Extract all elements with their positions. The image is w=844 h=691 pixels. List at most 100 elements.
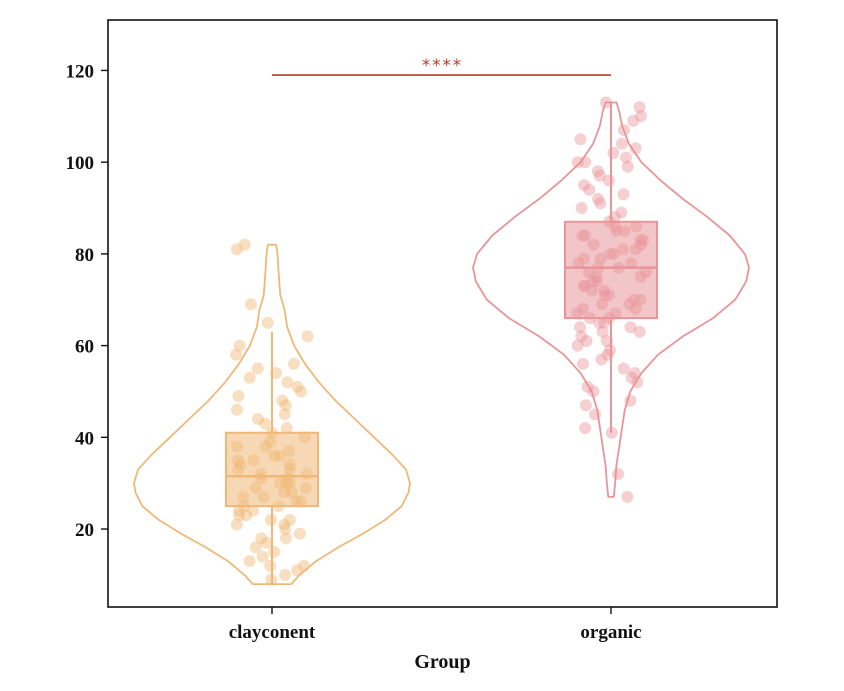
data-point [621, 160, 634, 173]
data-point [617, 362, 630, 375]
data-point [571, 339, 584, 352]
data-point [291, 564, 304, 577]
y-tick-label: 40 [75, 428, 94, 449]
iqr-box [225, 431, 319, 508]
data-point [278, 408, 291, 421]
data-point [232, 390, 245, 402]
data-point [243, 371, 256, 384]
data-point [633, 325, 646, 338]
data-point [593, 316, 606, 329]
data-point [612, 468, 624, 480]
data-point [624, 394, 637, 407]
data-point [620, 151, 632, 164]
data-point [607, 147, 620, 159]
data-point [592, 192, 604, 205]
data-point [579, 156, 592, 169]
data-point [298, 559, 310, 572]
data-point [268, 546, 281, 558]
data-point [583, 183, 596, 196]
data-point [283, 513, 296, 526]
data-point [259, 417, 272, 430]
significance-label: **** [421, 56, 462, 76]
data-point [264, 513, 277, 526]
data-point [598, 316, 611, 329]
data-point [279, 523, 292, 535]
data-point [615, 137, 628, 150]
data-point [279, 399, 292, 412]
data-point [600, 335, 613, 347]
data-point [587, 385, 600, 398]
data-point [231, 403, 243, 416]
data-point [301, 330, 314, 343]
data-point [617, 188, 630, 201]
violin-group-organic [472, 96, 750, 503]
data-point [233, 339, 246, 352]
data-point [629, 142, 642, 155]
data-point [571, 156, 584, 169]
y-tick-label: 60 [75, 337, 94, 358]
data-point [617, 124, 630, 137]
y-tick-label: 20 [75, 520, 94, 541]
data-point [247, 504, 260, 517]
data-point [233, 504, 245, 517]
data-point [593, 169, 606, 182]
data-point [579, 399, 592, 412]
iqr-box [564, 220, 658, 320]
x-axis-title: Group [414, 651, 470, 673]
data-point [252, 413, 264, 425]
data-point [575, 330, 588, 343]
data-point [631, 376, 644, 389]
data-point [233, 509, 246, 522]
y-tick-label: 80 [75, 245, 94, 266]
data-point [595, 353, 608, 366]
x-tick-label-clayconent: clayconent [229, 622, 316, 643]
data-point [230, 243, 243, 256]
data-point [577, 357, 589, 370]
data-point [589, 408, 601, 421]
data-point [280, 422, 293, 435]
data-point [574, 321, 587, 334]
data-point [251, 362, 264, 375]
data-point [594, 197, 607, 210]
data-point [264, 559, 277, 572]
data-point [615, 206, 628, 219]
data-point [578, 179, 591, 192]
data-point [256, 550, 269, 563]
data-point [633, 101, 646, 114]
data-point [230, 518, 243, 531]
data-point [238, 238, 251, 251]
data-point [245, 298, 257, 311]
data-point [279, 568, 292, 581]
data-point [294, 385, 307, 398]
data-point [249, 541, 262, 554]
data-point [243, 555, 256, 568]
data-point [591, 165, 604, 178]
data-point [261, 316, 274, 329]
data-point [634, 110, 647, 123]
data-point [278, 518, 291, 531]
data-point [281, 376, 294, 389]
data-point [625, 371, 638, 384]
data-point [230, 348, 243, 361]
violin-outline [472, 101, 750, 498]
data-point [255, 532, 268, 545]
data-point [293, 527, 306, 540]
plot-frame [107, 19, 778, 608]
data-point [596, 325, 609, 338]
data-point [627, 114, 640, 127]
data-point [260, 536, 273, 549]
data-point [240, 509, 253, 522]
data-point [287, 357, 300, 370]
violin-group-clayconent [133, 238, 411, 586]
data-point [624, 321, 637, 334]
data-point [628, 367, 641, 380]
data-point [621, 490, 634, 503]
data-point [579, 422, 592, 435]
data-point [580, 335, 593, 347]
y-tick-label: 100 [66, 153, 95, 174]
data-point [279, 532, 292, 545]
data-point [291, 380, 304, 393]
violin-outline [133, 243, 411, 585]
y-tick-label: 120 [66, 61, 95, 82]
